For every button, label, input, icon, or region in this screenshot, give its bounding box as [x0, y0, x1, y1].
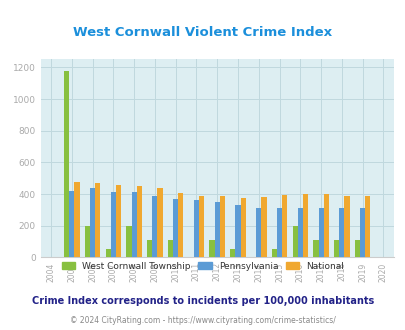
Legend: West Cornwall Township, Pennsylvania, National: West Cornwall Township, Pennsylvania, Na…	[58, 258, 347, 274]
Text: West Cornwall Violent Crime Index: West Cornwall Violent Crime Index	[73, 26, 332, 40]
Bar	[209, 240, 214, 257]
Bar	[261, 197, 266, 257]
Bar	[354, 240, 359, 257]
Bar	[302, 194, 307, 257]
Bar	[313, 240, 318, 257]
Bar	[240, 198, 245, 257]
Bar	[173, 199, 178, 257]
Bar	[235, 205, 240, 257]
Bar	[85, 226, 90, 257]
Bar	[333, 240, 339, 257]
Bar	[359, 208, 364, 257]
Bar	[64, 71, 69, 257]
Bar	[323, 194, 328, 257]
Bar	[116, 184, 121, 257]
Bar	[343, 196, 349, 257]
Bar	[157, 188, 162, 257]
Bar	[318, 208, 323, 257]
Bar	[256, 208, 261, 257]
Bar	[276, 208, 281, 257]
Bar	[178, 193, 183, 257]
Bar	[147, 240, 152, 257]
Bar	[297, 208, 302, 257]
Bar	[136, 186, 141, 257]
Bar	[95, 183, 100, 257]
Bar	[167, 240, 173, 257]
Bar	[126, 226, 131, 257]
Bar	[230, 249, 235, 257]
Bar	[292, 226, 297, 257]
Bar	[339, 208, 343, 257]
Bar	[131, 192, 136, 257]
Bar	[214, 202, 219, 257]
Text: © 2024 CityRating.com - https://www.cityrating.com/crime-statistics/: © 2024 CityRating.com - https://www.city…	[70, 316, 335, 325]
Bar	[69, 191, 74, 257]
Text: Crime Index corresponds to incidents per 100,000 inhabitants: Crime Index corresponds to incidents per…	[32, 296, 373, 306]
Bar	[74, 182, 79, 257]
Bar	[90, 188, 95, 257]
Bar	[193, 200, 198, 257]
Bar	[364, 196, 369, 257]
Bar	[271, 249, 276, 257]
Bar	[281, 195, 287, 257]
Bar	[198, 196, 204, 257]
Bar	[219, 196, 224, 257]
Bar	[105, 249, 111, 257]
Bar	[152, 196, 157, 257]
Bar	[111, 192, 116, 257]
